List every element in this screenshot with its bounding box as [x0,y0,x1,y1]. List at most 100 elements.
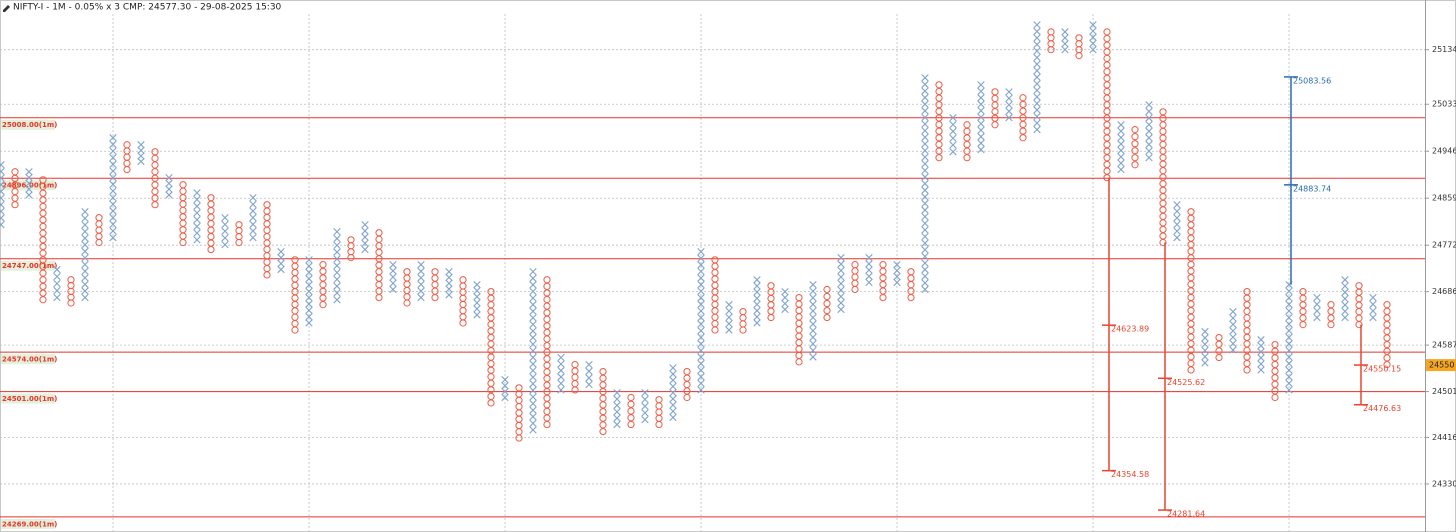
x-column [1257,336,1265,374]
x-glyph [109,174,117,182]
o-glyph [1383,360,1391,369]
o-glyph [823,313,831,322]
x-glyph [81,227,89,236]
x-glyph [305,281,313,289]
x-column [53,265,61,302]
x-glyph [109,187,117,195]
o-column [1327,301,1335,329]
o-glyph [1243,366,1251,374]
o-glyph [179,238,187,247]
x-glyph [669,364,677,372]
x-column [725,300,733,334]
x-glyph [809,287,817,295]
x-glyph [81,274,89,282]
o-glyph [1215,353,1223,362]
x-glyph [305,256,313,264]
x-glyph [81,247,89,256]
x-glyph [81,280,89,289]
x-glyph [613,388,621,397]
x-glyph [305,287,313,296]
o-glyph [711,326,719,334]
x-glyph [221,227,229,235]
x-glyph [1145,107,1153,116]
x-glyph [697,254,705,262]
x-glyph [921,146,929,155]
x-glyph [697,294,705,302]
x-glyph [557,353,565,362]
x-glyph [893,278,901,287]
y-tick-label: 24772 [1432,241,1456,250]
o-glyph [487,399,495,407]
x-glyph [0,174,5,182]
x-glyph [669,376,677,384]
o-glyph [1075,52,1083,60]
x-glyph [725,300,733,309]
x-glyph [81,267,89,275]
x-column [893,260,901,287]
x-glyph [753,288,761,296]
o-column [655,396,663,429]
o-column [879,261,887,302]
x-glyph [277,265,285,274]
o-glyph [767,313,775,322]
x-glyph [529,353,537,362]
x-glyph [1285,373,1293,381]
x-glyph [1285,320,1293,328]
x-glyph [1285,359,1293,368]
x-column [781,287,789,314]
x-glyph [529,307,537,315]
x-glyph [1285,379,1293,388]
x-glyph [1145,114,1153,122]
x-glyph [1173,227,1181,235]
x-glyph [1173,214,1181,222]
x-glyph [109,220,117,229]
x-glyph [193,222,201,231]
x-glyph [137,146,145,155]
x-glyph [753,313,761,321]
x-glyph [1173,220,1181,229]
x-glyph [921,213,929,221]
o-column [1215,333,1223,362]
x-glyph [25,168,33,176]
x-glyph [1089,27,1097,35]
x-glyph [305,319,313,327]
plot-layer: 25008.00(1m) 24896.00(1m) 24747.00(1m) 2457… [0,14,1425,532]
x-column [249,193,257,242]
x-glyph [305,300,313,308]
x-glyph [109,160,117,169]
x-glyph [921,140,929,148]
x-glyph [697,353,705,361]
x-glyph [921,265,929,274]
x-glyph [333,255,341,263]
x-glyph [1229,307,1237,316]
x-glyph [1285,307,1293,315]
x-glyph [837,279,845,288]
x-glyph [977,119,985,128]
x-glyph [837,286,845,294]
x-glyph [753,306,761,315]
o-column [291,256,299,334]
x-glyph [1285,294,1293,302]
o-column [179,181,187,247]
x-glyph [949,114,957,122]
x-glyph [1229,346,1237,354]
level-label: 24501.00(1m) [2,395,57,403]
x-glyph [557,386,565,394]
x-glyph [781,305,789,314]
o-glyph [11,201,19,209]
o-glyph [795,358,803,366]
x-glyph [0,167,5,176]
x-glyph [0,161,5,169]
o-column [11,168,19,209]
target-label: 24281.64 [1167,510,1205,519]
x-glyph [333,275,341,284]
x-column [137,141,145,166]
x-glyph [613,408,621,416]
x-glyph [1145,140,1153,149]
x-column [669,364,677,422]
x-glyph [1033,125,1041,134]
x-glyph [753,294,761,302]
x-glyph [305,312,313,321]
